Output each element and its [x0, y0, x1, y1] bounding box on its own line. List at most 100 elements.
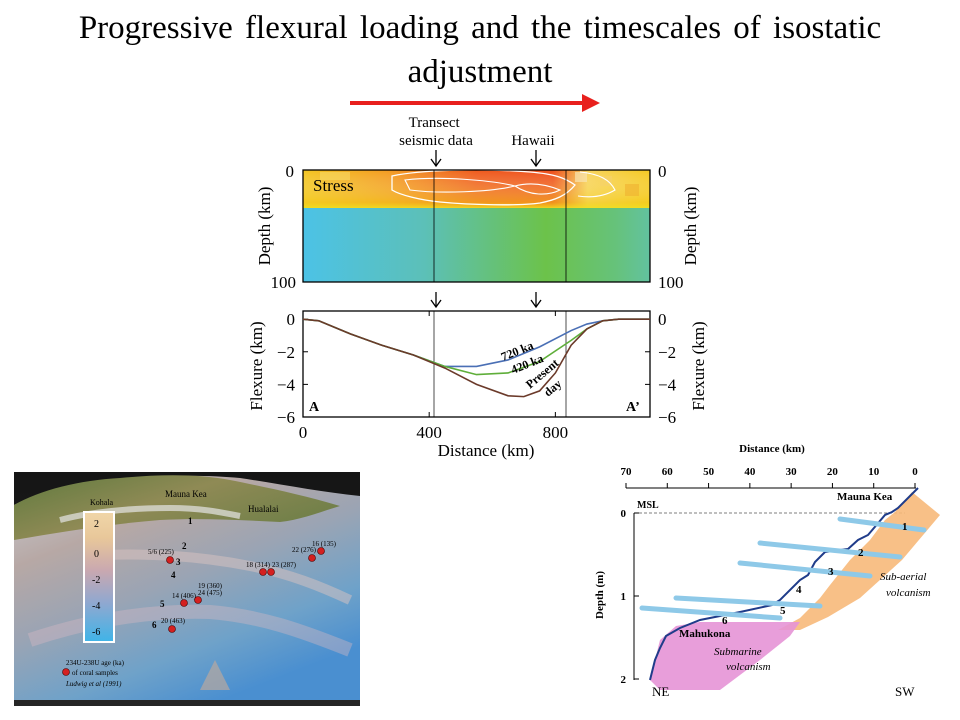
sample-label-3: 3	[176, 557, 181, 567]
subaerial-label: Sub-aerial volcanism	[880, 571, 931, 599]
profile-x-tick-label: 10	[868, 466, 880, 478]
reef-number-6: 6	[722, 615, 728, 627]
scale-m4: -4	[92, 601, 100, 612]
profile-y-tick-label: 1	[621, 591, 627, 603]
sample-dot	[267, 568, 275, 576]
flexure-ylabel-right: Flexure (km)	[689, 321, 708, 410]
scale-m2: -2	[92, 575, 100, 586]
sample-age: 18 (314)	[246, 561, 271, 569]
x-tick-label: 400	[416, 423, 442, 442]
profile-x-tick-label: 60	[662, 466, 674, 478]
scale-2: 2	[94, 519, 99, 530]
x-tick-label: 800	[543, 423, 569, 442]
reef-number-5: 5	[780, 605, 786, 617]
corner-a-prime: A’	[626, 400, 640, 415]
flexure-ylabel-left: Flexure (km)	[247, 321, 266, 410]
reef-profile: Distance (km) 70 60 50 40 30 20 10 0 0 1 2 Depth …	[594, 443, 940, 699]
sample-age: 22 (276)	[292, 546, 317, 554]
place-kohala: Kohala	[90, 498, 114, 507]
y-tick-label-left: −6	[277, 408, 295, 427]
msl-label: MSL	[637, 500, 659, 511]
seafloor-profile	[649, 487, 919, 681]
coral-samples: 1 2 5/6 (225) 3 4 14 (406) 5 20 (463) 6 …	[148, 516, 337, 633]
y-tick-label-left: 0	[287, 310, 296, 329]
reef-shelves	[639, 516, 927, 621]
down-arrow-icon	[430, 150, 542, 168]
transect-label: Transect seismic data	[399, 115, 473, 149]
profile-x-tick-label: 30	[786, 466, 798, 478]
legend-line1: 234U-238U age (ka)	[66, 659, 125, 667]
mid-arrow-icons	[430, 292, 542, 309]
submarine-label: Submarine volcanism	[714, 646, 771, 673]
profile-x-tick-label: 20	[827, 466, 839, 478]
stress-y100-right: 100	[658, 273, 684, 292]
sample-age: 5/6 (225)	[148, 548, 175, 556]
stress-label: Stress	[313, 176, 354, 195]
sample-label-1: 1	[188, 516, 193, 526]
sample-label-4: 4	[171, 570, 176, 580]
mahukona-label: Mahukona	[679, 628, 731, 640]
hawaii-label: Hawaii	[511, 133, 554, 149]
sample-dot	[259, 568, 267, 576]
sw-label: SW	[895, 684, 915, 699]
flexure-xlabel: Distance (km)	[438, 441, 535, 460]
stress-ylabel-right: Depth (km)	[681, 187, 700, 266]
scale-0: 0	[94, 549, 99, 560]
series-line-2	[302, 318, 650, 398]
place-mauna-kea: Mauna Kea	[165, 489, 207, 499]
y-tick-label-left: −4	[277, 375, 296, 394]
sample-age: 14 (406)	[172, 592, 197, 600]
sample-dot	[317, 547, 325, 555]
y-tick-label-right: −4	[658, 375, 677, 394]
submarine-region	[650, 622, 800, 690]
stress-ylabel-left: Depth (km)	[255, 187, 274, 266]
profile-ylabel: Depth (m)	[594, 571, 606, 619]
sample-label-2: 2	[182, 541, 187, 551]
profile-y-tick-label: 2	[621, 674, 627, 686]
stress-y0-right: 0	[658, 162, 667, 181]
profile-y-tick-label: 0	[621, 508, 627, 520]
bathymetry-map: 2 0 -2 -4 -6 Kohala Mauna Kea Hualalai 1…	[14, 472, 360, 706]
stress-y100-left: 100	[271, 273, 297, 292]
reef-number-2: 2	[858, 547, 864, 559]
sample-age: 19 (360)	[198, 582, 223, 590]
mauna-kea-label: Mauna Kea	[837, 491, 893, 503]
profile-x-tick-label: 40	[744, 466, 756, 478]
sample-age: 24 (475)	[198, 589, 223, 597]
legend-dot	[62, 668, 70, 676]
reef-number-3: 3	[828, 566, 834, 578]
progression-arrow	[350, 94, 600, 112]
ne-label: NE	[652, 684, 669, 699]
scale-m6: -6	[92, 627, 100, 638]
flexure-plot-frame	[302, 310, 651, 418]
sample-label-5: 5	[160, 599, 165, 609]
reef-number-4: 4	[796, 584, 802, 596]
legend-credit: Ludwig et al (1991)	[65, 680, 122, 688]
y-tick-label-right: −2	[658, 343, 676, 362]
sample-dot	[308, 554, 316, 562]
sample-label-6: 6	[152, 620, 157, 630]
sample-dot	[180, 599, 188, 607]
sample-age: 23 (287)	[272, 561, 297, 569]
x-tick-label: 0	[299, 423, 308, 442]
reef-number-1: 1	[902, 521, 908, 533]
stress-y0-left: 0	[286, 162, 295, 181]
slide-title: Progressive flexural loading and the tim…	[78, 10, 882, 90]
profile-x-tick-label: 50	[703, 466, 715, 478]
corner-a: A	[309, 400, 320, 415]
y-tick-label-right: −6	[658, 408, 676, 427]
sample-dot	[166, 556, 174, 564]
stress-panel: Stress	[302, 169, 651, 283]
sample-dot	[194, 596, 202, 604]
profile-title: Distance (km)	[739, 443, 805, 455]
place-hualalai: Hualalai	[248, 504, 279, 514]
sample-age: 20 (463)	[161, 617, 186, 625]
y-tick-label-right: 0	[658, 310, 667, 329]
sample-age: 16 (135)	[312, 540, 337, 548]
profile-x-tick-label: 0	[912, 466, 918, 478]
profile-x-tick-label: 70	[621, 466, 633, 478]
legend-line2: of coral samples	[72, 669, 118, 677]
y-tick-label-left: −2	[277, 343, 295, 362]
